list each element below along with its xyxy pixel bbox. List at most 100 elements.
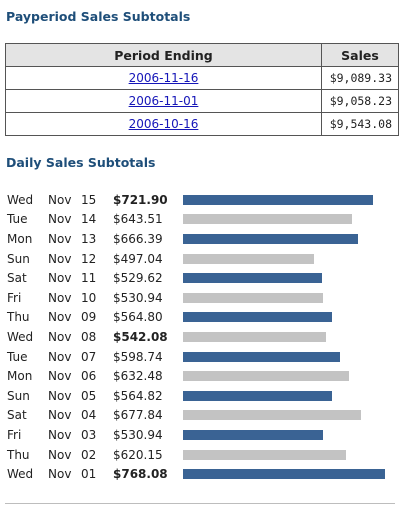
daily-amount: $529.62 bbox=[113, 271, 163, 286]
list-item: Tue Nov 07 $598.74 bbox=[7, 347, 397, 367]
day-of-week: Tue bbox=[7, 212, 28, 227]
list-item: Fri Nov 10 $530.94 bbox=[7, 288, 397, 308]
sales-bar-track bbox=[183, 194, 393, 205]
sales-bar-track bbox=[183, 449, 393, 460]
list-item: Wed Nov 01 $768.08 bbox=[7, 464, 397, 484]
day-of-week: Thu bbox=[7, 310, 30, 325]
daily-amount: $564.82 bbox=[113, 388, 163, 403]
sales-bar-track bbox=[183, 233, 393, 244]
sales-bar-track bbox=[183, 273, 393, 284]
daily-amount: $497.04 bbox=[113, 251, 163, 266]
period-link[interactable]: 2006-10-16 bbox=[128, 117, 199, 131]
daily-amount: $632.48 bbox=[113, 369, 163, 384]
list-item: Mon Nov 13 $666.39 bbox=[7, 229, 397, 249]
daily-amount: $598.74 bbox=[113, 349, 163, 364]
sales-bar bbox=[183, 233, 358, 244]
sales-bar-track bbox=[183, 390, 393, 401]
daily-amount: $620.15 bbox=[113, 447, 163, 462]
day-number: 05 bbox=[81, 388, 97, 403]
day-of-week: Fri bbox=[7, 427, 22, 442]
list-item: Thu Nov 09 $564.80 bbox=[7, 308, 397, 328]
month: Nov bbox=[48, 427, 72, 442]
month: Nov bbox=[48, 192, 72, 207]
day-number: 02 bbox=[81, 447, 97, 462]
day-number: 12 bbox=[81, 251, 97, 266]
day-of-week: Thu bbox=[7, 447, 30, 462]
sales-bar-track bbox=[183, 253, 393, 264]
sales-bar-track bbox=[183, 429, 393, 440]
month: Nov bbox=[48, 231, 72, 246]
period-ending-header: Period Ending bbox=[5, 43, 322, 67]
list-item: Sat Nov 04 $677.84 bbox=[7, 406, 397, 426]
list-item: Mon Nov 06 $632.48 bbox=[7, 366, 397, 386]
sales-bar-track bbox=[183, 214, 393, 225]
daily-amount: $542.08 bbox=[113, 329, 168, 344]
sales-bar bbox=[183, 449, 346, 460]
daily-amount: $768.08 bbox=[113, 467, 168, 482]
daily-section-title: Daily Sales Subtotals bbox=[6, 155, 156, 170]
period-cell: 2006-10-16 bbox=[5, 112, 322, 136]
payperiod-table: Period Ending Sales 2006-11-16 $9,089.33… bbox=[5, 43, 399, 136]
month: Nov bbox=[48, 329, 72, 344]
sales-bar-track bbox=[183, 469, 393, 480]
day-of-week: Mon bbox=[7, 231, 33, 246]
sales-bar bbox=[183, 214, 352, 225]
sales-bar bbox=[183, 390, 332, 401]
daily-sales-list: Wed Nov 15 $721.90 Tue Nov 14 $643.51 Mon Nov 13 $6… bbox=[7, 190, 397, 484]
daily-amount: $530.94 bbox=[113, 427, 163, 442]
list-item: Sun Nov 12 $497.04 bbox=[7, 249, 397, 269]
month: Nov bbox=[48, 369, 72, 384]
list-item: Tue Nov 14 $643.51 bbox=[7, 210, 397, 230]
list-item: Sun Nov 05 $564.82 bbox=[7, 386, 397, 406]
day-number: 07 bbox=[81, 349, 97, 364]
table-row: 2006-11-16 $9,089.33 bbox=[5, 66, 399, 90]
daily-amount: $666.39 bbox=[113, 231, 163, 246]
day-of-week: Sat bbox=[7, 408, 27, 423]
month: Nov bbox=[48, 467, 72, 482]
day-of-week: Mon bbox=[7, 369, 33, 384]
day-of-week: Wed bbox=[7, 329, 34, 344]
day-number: 03 bbox=[81, 427, 97, 442]
table-row: 2006-10-16 $9,543.08 bbox=[5, 112, 399, 136]
sales-cell: $9,089.33 bbox=[321, 66, 399, 90]
day-of-week: Fri bbox=[7, 290, 22, 305]
sales-bar bbox=[183, 469, 385, 480]
table-row: 2006-11-01 $9,058.23 bbox=[5, 89, 399, 113]
day-of-week: Wed bbox=[7, 467, 34, 482]
sales-bar-track bbox=[183, 312, 393, 323]
period-link[interactable]: 2006-11-01 bbox=[128, 94, 199, 108]
sales-bar bbox=[183, 273, 322, 284]
sales-bar bbox=[183, 351, 340, 362]
payperiod-section-title: Payperiod Sales Subtotals bbox=[6, 9, 191, 24]
period-cell: 2006-11-01 bbox=[5, 89, 322, 113]
sales-bar bbox=[183, 410, 361, 421]
bottom-divider bbox=[5, 503, 395, 504]
sales-bar-track bbox=[183, 331, 393, 342]
list-item: Thu Nov 02 $620.15 bbox=[7, 445, 397, 465]
day-number: 04 bbox=[81, 408, 97, 423]
day-number: 01 bbox=[81, 467, 97, 482]
month: Nov bbox=[48, 447, 72, 462]
sales-bar bbox=[183, 371, 349, 382]
month: Nov bbox=[48, 388, 72, 403]
month: Nov bbox=[48, 212, 72, 227]
sales-cell: $9,058.23 bbox=[321, 89, 399, 113]
sales-bar-track bbox=[183, 351, 393, 362]
list-item: Wed Nov 15 $721.90 bbox=[7, 190, 397, 210]
sales-cell: $9,543.08 bbox=[321, 112, 399, 136]
sales-bar bbox=[183, 253, 314, 264]
month: Nov bbox=[48, 408, 72, 423]
daily-amount: $677.84 bbox=[113, 408, 163, 423]
day-of-week: Sun bbox=[7, 388, 30, 403]
period-link[interactable]: 2006-11-16 bbox=[128, 71, 199, 85]
month: Nov bbox=[48, 290, 72, 305]
month: Nov bbox=[48, 271, 72, 286]
daily-amount: $721.90 bbox=[113, 192, 168, 207]
day-number: 13 bbox=[81, 231, 97, 246]
month: Nov bbox=[48, 349, 72, 364]
daily-amount: $643.51 bbox=[113, 212, 163, 227]
sales-header: Sales bbox=[321, 43, 399, 67]
day-number: 08 bbox=[81, 329, 97, 344]
day-of-week: Sun bbox=[7, 251, 30, 266]
sales-bar-track bbox=[183, 410, 393, 421]
